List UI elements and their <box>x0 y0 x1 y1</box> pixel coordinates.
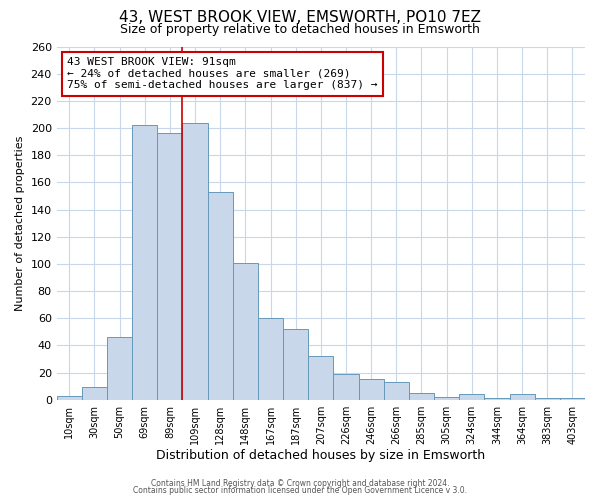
Bar <box>208 192 233 400</box>
Bar <box>132 126 157 400</box>
Bar <box>258 318 283 400</box>
Bar <box>182 122 208 400</box>
Bar <box>434 397 459 400</box>
Bar <box>384 382 409 400</box>
Text: Contains public sector information licensed under the Open Government Licence v : Contains public sector information licen… <box>133 486 467 495</box>
Text: Size of property relative to detached houses in Emsworth: Size of property relative to detached ho… <box>120 22 480 36</box>
Bar <box>535 398 560 400</box>
Bar <box>334 374 359 400</box>
Bar <box>233 262 258 400</box>
Bar <box>107 337 132 400</box>
Bar <box>82 388 107 400</box>
Bar <box>157 134 182 400</box>
Y-axis label: Number of detached properties: Number of detached properties <box>15 136 25 311</box>
Bar <box>509 394 535 400</box>
Bar <box>560 398 585 400</box>
Bar <box>459 394 484 400</box>
Text: Contains HM Land Registry data © Crown copyright and database right 2024.: Contains HM Land Registry data © Crown c… <box>151 478 449 488</box>
Bar <box>359 380 384 400</box>
Bar <box>283 329 308 400</box>
Bar <box>308 356 334 400</box>
Bar <box>409 393 434 400</box>
Bar <box>484 398 509 400</box>
X-axis label: Distribution of detached houses by size in Emsworth: Distribution of detached houses by size … <box>156 450 485 462</box>
Text: 43, WEST BROOK VIEW, EMSWORTH, PO10 7EZ: 43, WEST BROOK VIEW, EMSWORTH, PO10 7EZ <box>119 10 481 25</box>
Bar <box>56 396 82 400</box>
Text: 43 WEST BROOK VIEW: 91sqm
← 24% of detached houses are smaller (269)
75% of semi: 43 WEST BROOK VIEW: 91sqm ← 24% of detac… <box>67 57 378 90</box>
